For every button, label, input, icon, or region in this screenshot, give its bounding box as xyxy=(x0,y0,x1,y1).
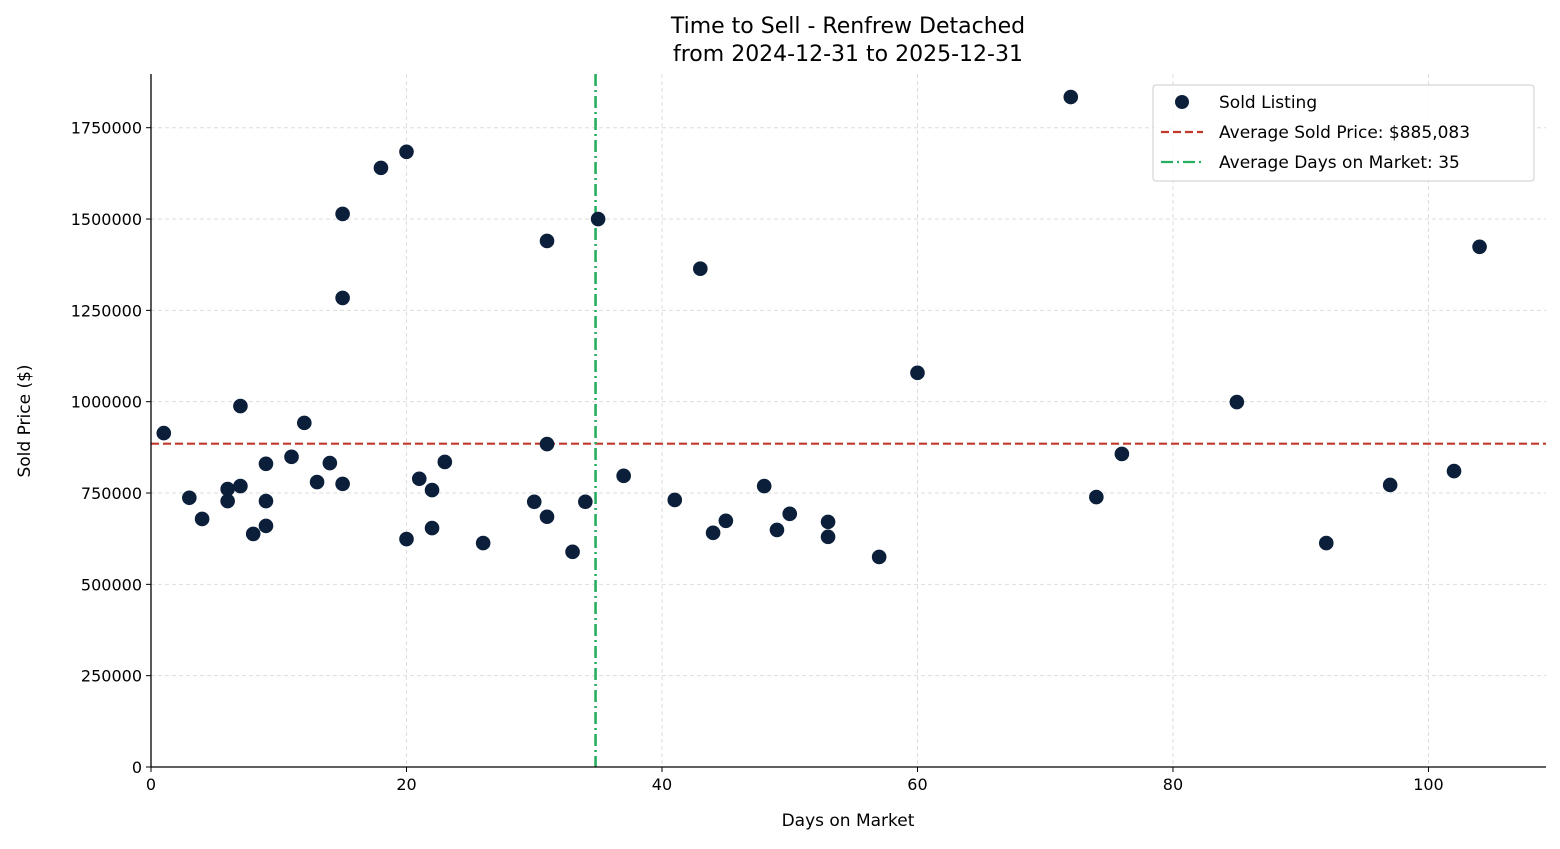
sold-listing-point xyxy=(1472,239,1487,255)
points xyxy=(156,89,1487,565)
grid xyxy=(151,74,1546,767)
sold-listing-point xyxy=(156,425,172,441)
x-tick-label: 20 xyxy=(396,775,416,794)
sold-listing-point xyxy=(475,535,491,551)
y-tick-label: 500000 xyxy=(81,575,142,594)
sold-listing-point xyxy=(399,144,414,160)
x-axis-label: Days on Market xyxy=(782,811,915,831)
sold-listing-point xyxy=(782,506,798,522)
sold-listing-point xyxy=(718,513,734,529)
sold-listing-point xyxy=(322,455,338,471)
x-tick-label: 40 xyxy=(652,775,672,794)
legend-label-avg-price: Average Sold Price: $885,083 xyxy=(1219,123,1470,143)
sold-listing-point xyxy=(424,520,440,536)
x-tick-label: 100 xyxy=(1413,775,1444,794)
sold-listing-point xyxy=(539,436,555,452)
sold-listing-point xyxy=(526,494,542,510)
legend-label-avg-days: Average Days on Market: 35 xyxy=(1219,153,1460,173)
x-tick-label: 80 xyxy=(1163,775,1183,794)
sold-listing-point xyxy=(1063,89,1079,105)
y-tick-label: 1000000 xyxy=(71,393,142,412)
sold-listing-point xyxy=(1446,463,1462,479)
sold-listing-point xyxy=(373,160,389,176)
sold-listing-point xyxy=(296,415,312,431)
legend-box xyxy=(1152,84,1535,182)
y-tick-label: 1250000 xyxy=(71,301,142,320)
y-tick-label: 1750000 xyxy=(71,119,142,138)
legend: Sold Listing Average Sold Price: $885,08… xyxy=(1152,84,1535,182)
sold-listing-point xyxy=(258,518,274,534)
sold-listing-point xyxy=(756,478,772,494)
sold-listing-point xyxy=(565,544,580,560)
sold-listing-point xyxy=(667,492,683,508)
sold-listing-point xyxy=(233,398,248,414)
sold-listing-point xyxy=(1382,477,1398,493)
sold-listing-point xyxy=(590,211,606,227)
sold-listing-point xyxy=(705,525,721,541)
sold-listing-point xyxy=(284,449,299,465)
sold-listing-point xyxy=(769,522,785,538)
sold-listing-point xyxy=(437,454,453,470)
sold-listing-point xyxy=(1318,535,1334,551)
x-ticks: 0 20 40 60 80 100 xyxy=(146,767,1444,794)
sold-listing-point xyxy=(399,531,414,547)
sold-listing-point xyxy=(335,290,350,306)
sold-listing-point xyxy=(910,365,925,381)
sold-listing-point xyxy=(245,526,261,542)
sold-listing-point xyxy=(578,494,593,510)
y-tick-label: 250000 xyxy=(81,667,142,686)
sold-listing-point xyxy=(233,478,248,494)
y-ticks: 0 250000 500000 750000 1000000 1250000 1500000… xyxy=(71,119,151,777)
sold-listing-point xyxy=(539,233,555,249)
sold-listing-point xyxy=(182,490,197,506)
reference-lines xyxy=(151,74,1546,767)
y-axis-label: Sold Price ($) xyxy=(15,364,35,477)
sold-listing-point xyxy=(258,493,274,509)
sold-listing-point xyxy=(871,549,887,565)
sold-listing-point xyxy=(616,468,631,484)
y-tick-label: 1500000 xyxy=(71,210,142,229)
sold-listing-point xyxy=(820,514,836,530)
sold-listing-point xyxy=(1089,489,1104,505)
sold-listing-point xyxy=(693,261,708,277)
sold-listing-point xyxy=(1229,394,1245,410)
y-tick-label: 750000 xyxy=(81,484,142,503)
chart-title: Time to Sell - Renfrew Detached xyxy=(670,14,1025,39)
sold-listing-point xyxy=(335,476,350,492)
x-tick-label: 60 xyxy=(907,775,927,794)
sold-listing-point xyxy=(424,482,440,498)
sold-listing-point xyxy=(539,509,555,525)
sold-listing-point xyxy=(411,471,427,487)
sold-listing-point xyxy=(258,456,274,472)
sold-listing-point xyxy=(309,474,325,490)
chart-subtitle: from 2024-12-31 to 2025-12-31 xyxy=(673,42,1023,67)
y-tick-label: 0 xyxy=(132,758,142,777)
x-tick-label: 0 xyxy=(146,775,156,794)
legend-label-sold: Sold Listing xyxy=(1219,93,1317,113)
sold-listing-point xyxy=(335,206,350,222)
legend-marker-sold xyxy=(1175,95,1189,109)
sold-listing-point xyxy=(220,481,235,497)
sold-listing-point xyxy=(220,493,235,509)
sold-listing-point xyxy=(820,529,836,545)
sold-listing-point xyxy=(1114,446,1130,462)
sold-listing-point xyxy=(194,511,210,527)
